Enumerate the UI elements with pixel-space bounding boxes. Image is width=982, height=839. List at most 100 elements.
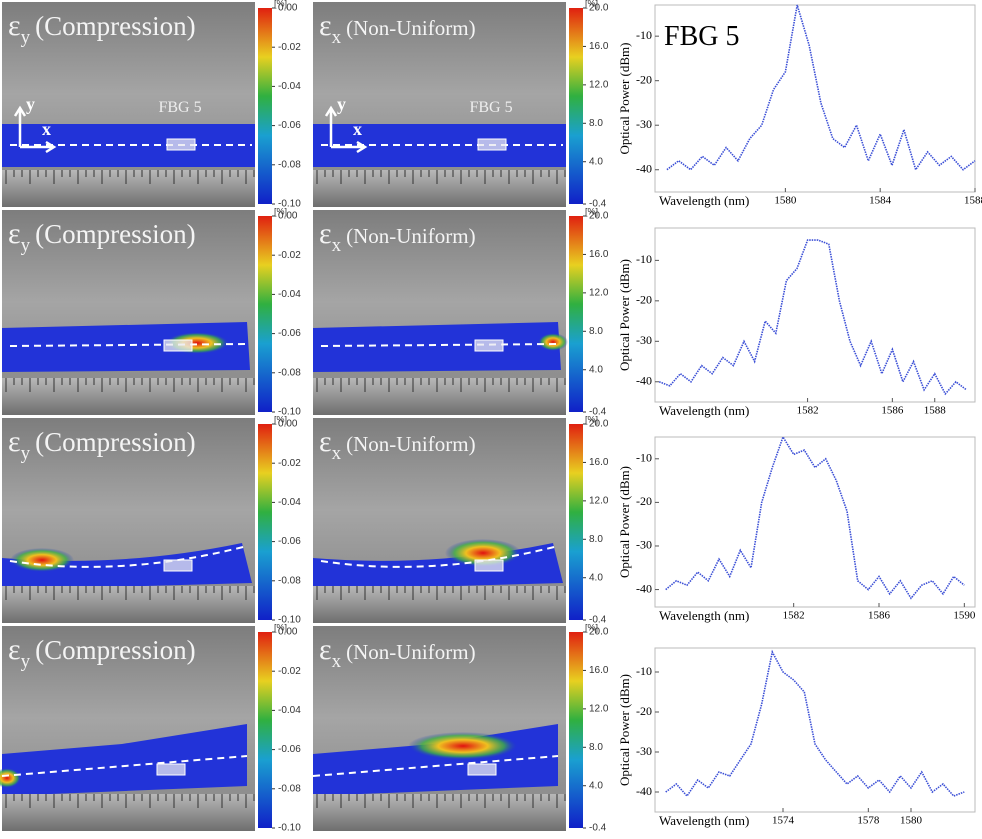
x-tick-label: 1586 [881, 405, 904, 417]
strain-hotspot [408, 732, 518, 760]
y-tick-label: -20 [636, 72, 652, 86]
y-tick-label: -10 [636, 664, 652, 678]
colorbar-tick-label: -0.10 [278, 199, 301, 210]
colorbar-tick-label: 16.0 [589, 41, 609, 52]
axis-arrows [324, 105, 368, 154]
strain-subscript: x [332, 235, 342, 256]
colorbar-tick-label: -0.04 [278, 289, 301, 300]
colorbar-tick-label: -0.10 [278, 823, 301, 834]
colorbar-tick-label: 8.0 [589, 534, 603, 545]
y-tick-label: -30 [636, 538, 652, 552]
y-tick-label: -30 [636, 333, 652, 347]
colorbar-tick-label: -0.10 [278, 407, 301, 418]
strain-symbol: ε [319, 217, 332, 250]
y-axis-label: Optical Power (dBm) [617, 259, 632, 371]
fiber-path [320, 343, 559, 347]
strain-label: (Non-Uniform) [346, 432, 475, 456]
fiber-path [9, 545, 248, 568]
strain-symbol: ε [8, 9, 21, 42]
axis-arrows [13, 105, 57, 154]
colorbar-unit: [%] [585, 0, 598, 8]
colorbar-unit: [%] [585, 206, 598, 216]
strain-symbol: ε [8, 217, 21, 250]
colorbar-tick-label: -0.02 [278, 458, 301, 469]
strain-field [2, 124, 255, 167]
colorbar-tick-label: 12.0 [589, 288, 609, 299]
fiber-path [320, 545, 559, 568]
strain-subscript: y [21, 27, 31, 48]
axis-y-label: y [337, 94, 346, 114]
fbg-marker [166, 138, 196, 151]
spectrum-line [665, 649, 965, 798]
colorbar-tick-label: -0.4 [589, 615, 607, 626]
x-tick-label: 1588 [964, 195, 982, 207]
colorbar-tick-label: 16.0 [589, 457, 609, 468]
colorbar-tick-label: 8.0 [589, 118, 603, 129]
photo-panel: εy (Compression) [2, 418, 255, 623]
colorbar-tick-label: 0.00 [278, 211, 298, 222]
photo-panel: εy (Compression)FBG 5yx [2, 2, 255, 207]
fiber-path [312, 755, 559, 777]
x-tick-label: 1578 [857, 815, 880, 827]
colorbar-tick-label: -0.04 [278, 81, 301, 92]
strain-subscript: x [332, 27, 342, 48]
photo-panel: εy (Compression) [2, 210, 255, 415]
colorbar-tick-label: -0.02 [278, 42, 301, 53]
colorbar-tick-label: 4.0 [589, 572, 603, 583]
y-tick-label: -40 [636, 784, 652, 798]
colorbar-tick-label: -0.04 [278, 497, 301, 508]
colorbar-tick-label: 16.0 [589, 249, 609, 260]
colorbar [258, 424, 272, 620]
fbg-marker [467, 763, 497, 776]
colorbar [258, 216, 272, 412]
photo-panel: εx (Non-Uniform) [313, 210, 568, 415]
strain-subscript: y [21, 443, 31, 464]
colorbar-tick-label: -0.06 [278, 120, 301, 131]
colorbar-tick-label: 20.0 [589, 419, 609, 430]
photo-panel: εy (Compression) [0, 626, 255, 831]
strain-subscript: x [332, 443, 342, 464]
ruler [2, 170, 255, 207]
strain-label: (Non-Uniform) [346, 16, 475, 40]
x-tick-label: 1580 [774, 195, 797, 207]
x-tick-label: 1584 [869, 195, 892, 207]
fbg-marker [156, 763, 186, 776]
y-tick-label: -40 [636, 161, 652, 175]
colorbar-tick-label: -0.08 [278, 367, 301, 378]
colorbar-tick-label: -0.4 [589, 823, 607, 834]
colorbar [569, 216, 583, 412]
x-axis-label: Wavelength (nm) [659, 193, 749, 208]
chart-title: FBG 5 [664, 21, 739, 52]
strain-symbol: ε [8, 425, 21, 458]
y-axis-label: Optical Power (dBm) [617, 43, 632, 155]
panel-title: εy (Compression) [8, 217, 196, 256]
strain-symbol: ε [319, 425, 332, 458]
fbg-marker [163, 339, 193, 352]
ruler [313, 378, 566, 415]
colorbar-unit: [%] [274, 622, 287, 632]
ruler [313, 170, 566, 207]
axis-x-label: x [42, 119, 51, 139]
photo-panel: εx (Non-Uniform)FBG 5yx [313, 2, 566, 207]
ruler [313, 586, 566, 623]
x-axis-label: Wavelength (nm) [659, 813, 749, 828]
strain-subscript: y [21, 651, 31, 672]
colorbar-tick-label: 20.0 [589, 3, 609, 14]
colorbar-tick-label: 4.0 [589, 780, 603, 791]
colorbar-tick-label: -0.02 [278, 666, 301, 677]
strain-hotspot [538, 333, 568, 351]
y-tick-label: -30 [636, 117, 652, 131]
strain-label: (Compression) [35, 635, 195, 665]
fbg-label: FBG 5 [469, 99, 512, 116]
photo-panel: εx (Non-Uniform) [313, 418, 566, 623]
colorbar-unit: [%] [274, 414, 287, 424]
colorbar-tick-label: -0.4 [589, 199, 607, 210]
strain-symbol: ε [319, 633, 332, 666]
colorbar-unit: [%] [585, 622, 598, 632]
colorbar-tick-label: -0.08 [278, 159, 301, 170]
strain-hotspot [0, 768, 21, 788]
y-tick-label: -20 [636, 704, 652, 718]
axis-y-label: y [26, 94, 35, 114]
fbg-marker [477, 138, 507, 151]
